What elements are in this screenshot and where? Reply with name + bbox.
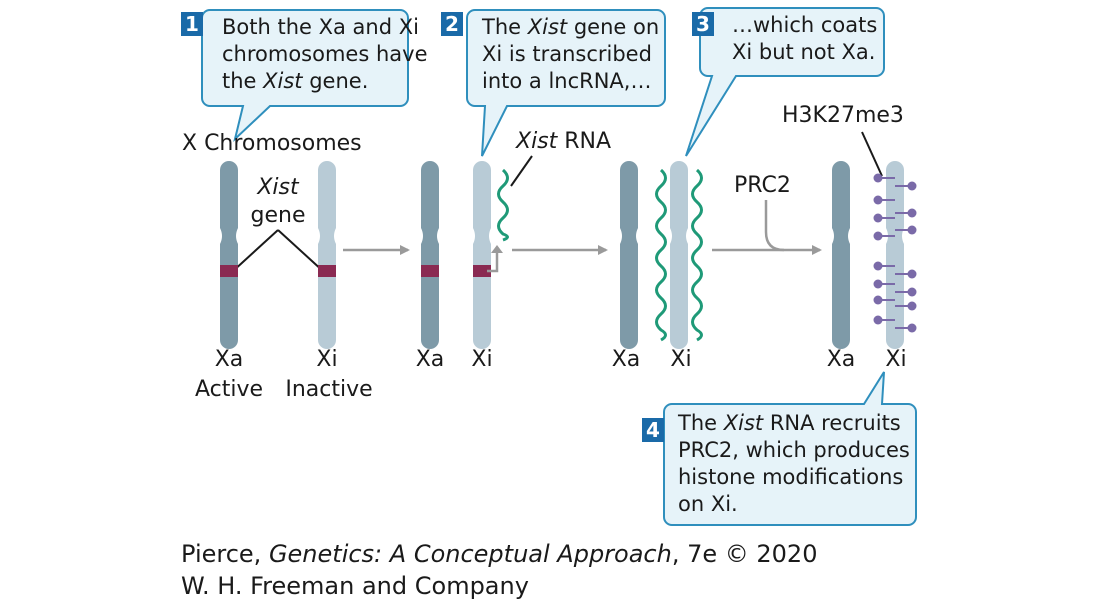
callout-bubble — [466, 9, 666, 157]
xist-gene-label-italic: Xist — [256, 175, 300, 200]
transcription-arrow — [487, 253, 499, 273]
xist-rna-strand-right — [691, 168, 703, 342]
methyl-mark — [873, 295, 895, 305]
methyl-mark — [873, 231, 895, 241]
inactive-label: Inactive — [285, 377, 372, 402]
chromosome-xa — [220, 161, 238, 349]
methyl-mark — [895, 208, 917, 218]
transcription-arrowhead — [491, 245, 503, 253]
xist-rna-strand — [497, 168, 509, 242]
methyl-mark — [873, 213, 895, 223]
step-badge — [441, 12, 463, 36]
callout-step-2: 2 The Xist gene on Xi is transcribed into … — [441, 9, 666, 157]
step-number: 1 — [185, 12, 199, 36]
h3k27me3-label: H3K27me3 — [782, 103, 904, 128]
methyl-mark — [873, 315, 895, 325]
credit-line-2: W. H. Freeman and Company — [181, 572, 529, 600]
methyl-mark — [873, 261, 895, 271]
methyl-mark — [895, 269, 917, 279]
step-number: 2 — [445, 12, 459, 36]
methyl-mark — [895, 301, 917, 311]
xist-rna-coat — [655, 168, 703, 342]
xist-gene-band — [318, 265, 336, 277]
prc2-join-arrow — [764, 200, 785, 252]
step-badge — [642, 418, 664, 442]
credit-line-1: Pierce, Genetics: A Conceptual Approach,… — [181, 540, 818, 568]
xist-rna-label: Xist RNA — [515, 129, 611, 154]
callout-step-1: 1 Both the Xa and Xi chromosomes have the … — [181, 9, 428, 143]
callout-step-4: 4 The Xist RNA recruits PRC2, which produ… — [642, 371, 917, 526]
xist-gene-band — [220, 265, 238, 277]
methyl-mark — [873, 173, 895, 183]
chromosome-xi — [886, 161, 904, 349]
prc2-label: PRC2 — [734, 173, 791, 198]
xi-label: Xi — [885, 347, 906, 372]
step-number: 4 — [646, 418, 660, 442]
xist-rna-pointer — [510, 155, 533, 187]
xist-gene-band — [421, 265, 439, 277]
xist-gene-pointer — [231, 229, 279, 273]
xist-gene-band — [473, 265, 491, 277]
chromosome-xa — [421, 161, 439, 349]
xa-label: Xa — [827, 347, 856, 372]
methyl-mark — [873, 279, 895, 289]
xi-label: Xi — [471, 347, 492, 372]
h3k27me3-marks — [873, 173, 917, 333]
step-text: …which coats Xi but not Xa. — [732, 13, 877, 64]
xi-label: Xi — [670, 347, 691, 372]
methyl-mark — [895, 181, 917, 191]
active-label: Active — [195, 377, 263, 402]
step-badge — [181, 12, 203, 36]
xi-label: Xi — [316, 347, 337, 372]
xa-label: Xa — [416, 347, 445, 372]
h3k27me3-pointer — [861, 131, 883, 177]
chromosome-xi — [473, 161, 491, 349]
methyl-mark — [895, 287, 917, 297]
callout-bubble — [663, 371, 917, 526]
xist-rna-strand-segment — [497, 168, 509, 242]
xa-label: Xa — [215, 347, 244, 372]
xist-gene-pointer — [277, 229, 325, 273]
step-text: The Xist RNA recruits PRC2, which produce… — [677, 411, 910, 516]
step-number: 3 — [696, 12, 710, 36]
chromosome-xa — [620, 161, 638, 349]
xa-label: Xa — [612, 347, 641, 372]
x-chromosomes-label: X Chromosomes — [182, 131, 362, 156]
chromosome-xa — [832, 161, 850, 349]
step-badge — [692, 12, 714, 36]
chromosome-xi — [670, 161, 688, 349]
callout-step-3: 3 …which coats Xi but not Xa. — [685, 7, 885, 157]
step-text: The Xist gene on Xi is transcribed into a … — [481, 15, 659, 93]
methyl-mark — [895, 225, 917, 235]
methyl-mark — [895, 323, 917, 333]
xist-gene-label: gene — [251, 203, 306, 228]
xist-rna-strand-left — [655, 168, 667, 342]
chromosome-xi — [318, 161, 336, 349]
step-text: Both the Xa and Xi chromosomes have the Xi… — [222, 15, 428, 93]
methyl-mark — [873, 195, 895, 205]
